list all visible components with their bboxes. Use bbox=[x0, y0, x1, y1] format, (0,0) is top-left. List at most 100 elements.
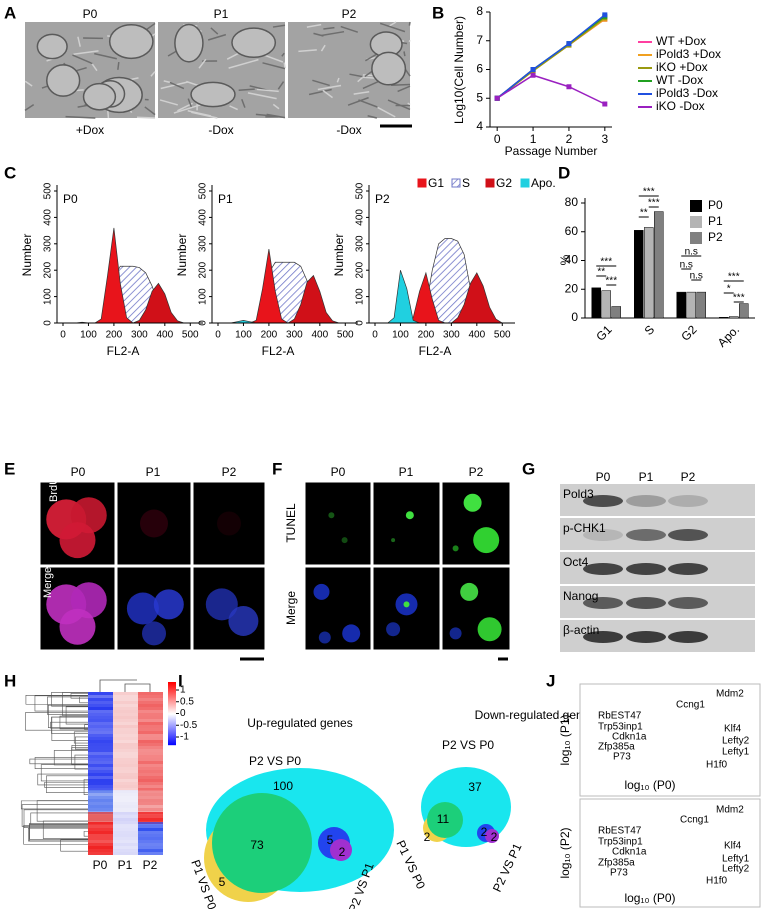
texture bbox=[318, 631, 331, 644]
texture bbox=[272, 24, 286, 28]
texture bbox=[138, 843, 163, 846]
texture bbox=[298, 49, 317, 53]
marker bbox=[530, 67, 536, 72]
texture bbox=[88, 728, 113, 731]
texture bbox=[113, 752, 138, 755]
bar bbox=[696, 291, 706, 319]
x-tick-label: 100 bbox=[392, 330, 409, 341]
texture bbox=[168, 729, 176, 731]
texture bbox=[168, 699, 176, 701]
texture bbox=[113, 710, 138, 713]
texture bbox=[88, 731, 113, 734]
texture bbox=[138, 812, 163, 815]
texture bbox=[99, 679, 151, 692]
texture bbox=[88, 734, 113, 737]
texture bbox=[113, 815, 138, 818]
texture bbox=[34, 695, 88, 712]
texture bbox=[168, 742, 176, 744]
panel-label: B bbox=[432, 3, 444, 22]
x-axis-label: FL2-A bbox=[107, 344, 140, 358]
venn-title: Up-regulated genes bbox=[247, 716, 352, 730]
texture bbox=[113, 825, 138, 828]
texture bbox=[191, 111, 218, 119]
texture bbox=[75, 736, 88, 750]
texture bbox=[59, 522, 96, 559]
texture bbox=[65, 706, 88, 725]
texture bbox=[113, 755, 138, 758]
texture bbox=[138, 758, 163, 761]
panel-title: P1 bbox=[218, 192, 233, 206]
y-tick-label: 100 bbox=[198, 288, 209, 305]
texture bbox=[138, 698, 163, 701]
legend-swatch bbox=[485, 178, 495, 188]
texture bbox=[138, 707, 163, 710]
gene-label: Lefty2 bbox=[722, 736, 750, 747]
texture bbox=[379, 22, 406, 33]
bar bbox=[611, 306, 621, 319]
texture bbox=[626, 495, 666, 507]
texture bbox=[367, 115, 378, 119]
legend-label: P0 bbox=[708, 198, 723, 212]
texture bbox=[168, 711, 176, 713]
texture bbox=[138, 805, 163, 808]
texture bbox=[168, 727, 176, 729]
texture bbox=[306, 23, 322, 28]
legend-label: iKO -Dox bbox=[656, 99, 705, 113]
y-tick-label: 8 bbox=[476, 4, 483, 18]
legend-swatch bbox=[690, 216, 702, 228]
texture bbox=[217, 511, 241, 536]
texture bbox=[372, 481, 441, 566]
texture bbox=[36, 800, 88, 822]
significance-label: *** bbox=[600, 257, 612, 268]
texture bbox=[174, 23, 204, 63]
texture bbox=[138, 752, 163, 755]
x-tick-label: 300 bbox=[286, 330, 303, 341]
texture bbox=[47, 696, 88, 715]
texture bbox=[388, 21, 397, 27]
y-tick-label: 0 bbox=[571, 310, 578, 324]
marker bbox=[566, 41, 572, 47]
texture bbox=[322, 89, 333, 99]
texture bbox=[113, 785, 138, 788]
significance-label: *** bbox=[733, 293, 745, 304]
condition-label: -Dox bbox=[336, 123, 361, 137]
texture bbox=[88, 818, 113, 821]
gene-label: Trp53inp1 bbox=[598, 722, 643, 733]
texture bbox=[312, 79, 330, 87]
texture bbox=[168, 731, 176, 733]
row-label: β-actin bbox=[563, 623, 599, 637]
texture bbox=[163, 80, 171, 84]
texture bbox=[88, 770, 113, 773]
column-label: P0 bbox=[83, 7, 98, 21]
texture bbox=[583, 563, 623, 575]
texture bbox=[349, 73, 363, 78]
legend-label: iPold3 -Dox bbox=[656, 86, 718, 100]
panel-label: F bbox=[272, 459, 282, 478]
count: 5 bbox=[327, 833, 334, 847]
texture bbox=[113, 822, 138, 825]
texture bbox=[74, 754, 88, 770]
x-tick-label: 500 bbox=[182, 330, 199, 341]
texture bbox=[168, 709, 176, 711]
texture bbox=[138, 737, 163, 740]
texture bbox=[113, 802, 138, 805]
texture bbox=[317, 84, 342, 91]
texture bbox=[377, 106, 396, 118]
texture bbox=[113, 734, 138, 737]
set-label: P2 VS P0 bbox=[249, 754, 301, 768]
x-tick-label: 100 bbox=[80, 330, 97, 341]
texture bbox=[138, 825, 163, 828]
x-axis-label: Passage Number bbox=[505, 144, 598, 158]
texture bbox=[138, 828, 163, 831]
texture bbox=[241, 98, 246, 108]
column-label: P2 bbox=[143, 858, 158, 872]
texture bbox=[138, 719, 163, 722]
gene-label: Mdm2 bbox=[716, 689, 744, 700]
texture bbox=[168, 735, 176, 737]
texture bbox=[113, 719, 138, 722]
legend-label: iKO +Dox bbox=[656, 60, 708, 74]
texture bbox=[138, 818, 163, 821]
column-label: P0 bbox=[596, 470, 611, 484]
texture bbox=[168, 723, 176, 725]
gene-label: Lefty1 bbox=[722, 854, 750, 865]
